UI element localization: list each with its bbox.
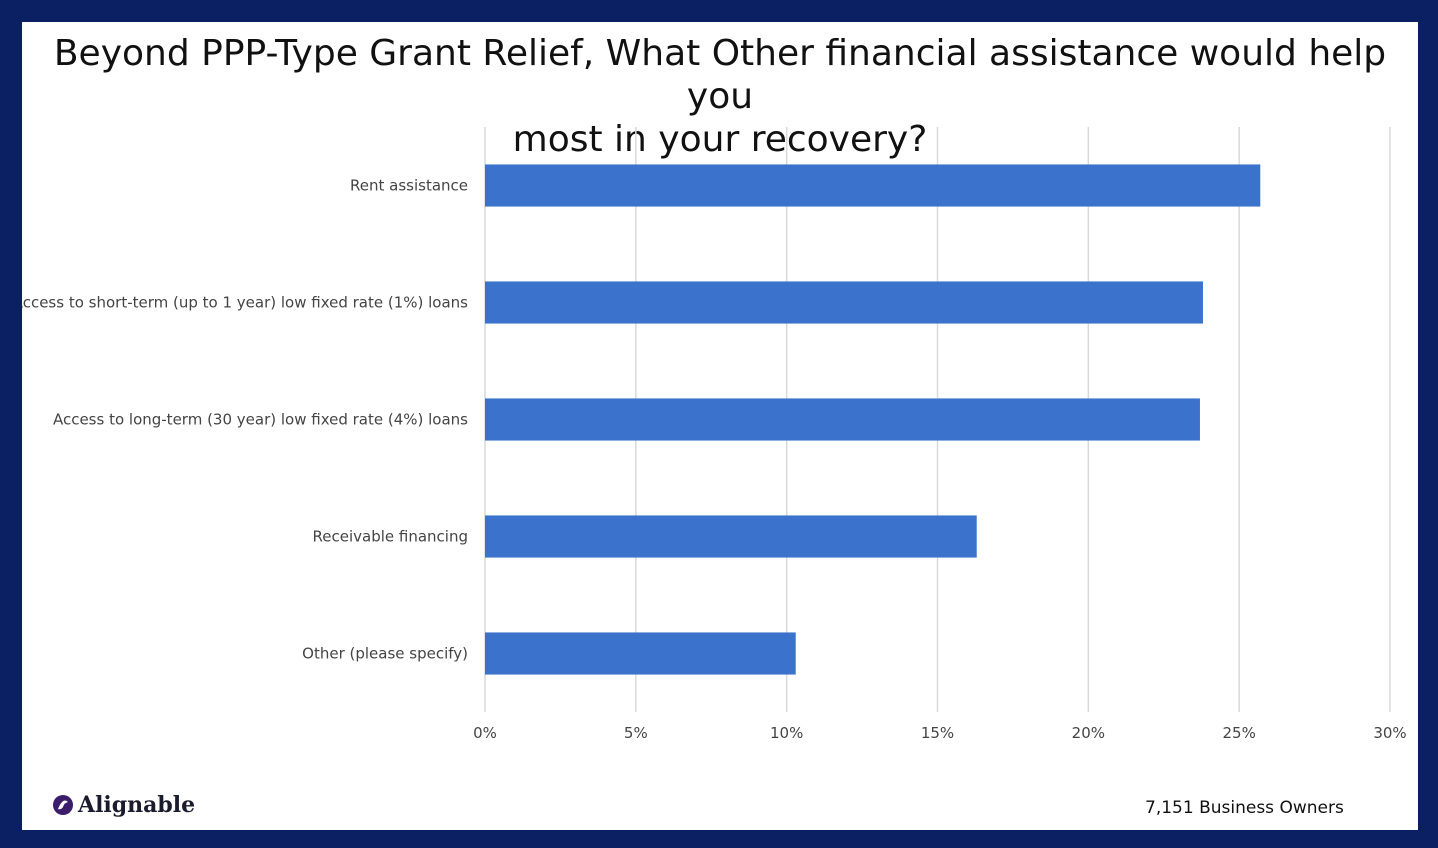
bar-chart: 0% 5% 10% 15% 20% 25% 30% Rent assistance Access… — [22, 127, 1407, 742]
y-category-label: Receivable financing — [313, 528, 468, 546]
x-tick-label: 15% — [921, 724, 954, 742]
alignable-logo-text: Alignable — [78, 792, 196, 818]
bar — [485, 281, 1203, 324]
alignable-logo: Alignable — [52, 792, 195, 818]
y-category-label: Rent assistance — [350, 177, 468, 195]
y-category-label: Access to long-term (30 year) low fixed … — [53, 411, 468, 429]
bar — [485, 164, 1261, 207]
chart-title: Beyond PPP-Type Grant Relief, What Other… — [22, 32, 1418, 161]
x-tick-label: 30% — [1373, 724, 1406, 742]
bar — [485, 515, 977, 558]
chart-title-line-2: most in your recovery? — [512, 119, 928, 160]
chart-title-line-1: Beyond PPP-Type Grant Relief, What Other… — [53, 33, 1387, 117]
bar — [485, 398, 1200, 441]
y-category-label: Other (please specify) — [302, 645, 468, 663]
x-tick-label: 20% — [1072, 724, 1105, 742]
x-tick-label: 25% — [1222, 724, 1255, 742]
alignable-logo-icon — [53, 795, 73, 815]
chart-frame: Beyond PPP-Type Grant Relief, What Other… — [22, 22, 1418, 830]
x-tick-label: 5% — [624, 724, 648, 742]
x-tick-label: 0% — [473, 724, 497, 742]
bar — [485, 632, 796, 675]
y-category-label: Access to short-term (up to 1 year) low … — [22, 294, 468, 312]
sample-size-note: 7,151 Business Owners — [1145, 798, 1344, 818]
x-tick-label: 10% — [770, 724, 803, 742]
